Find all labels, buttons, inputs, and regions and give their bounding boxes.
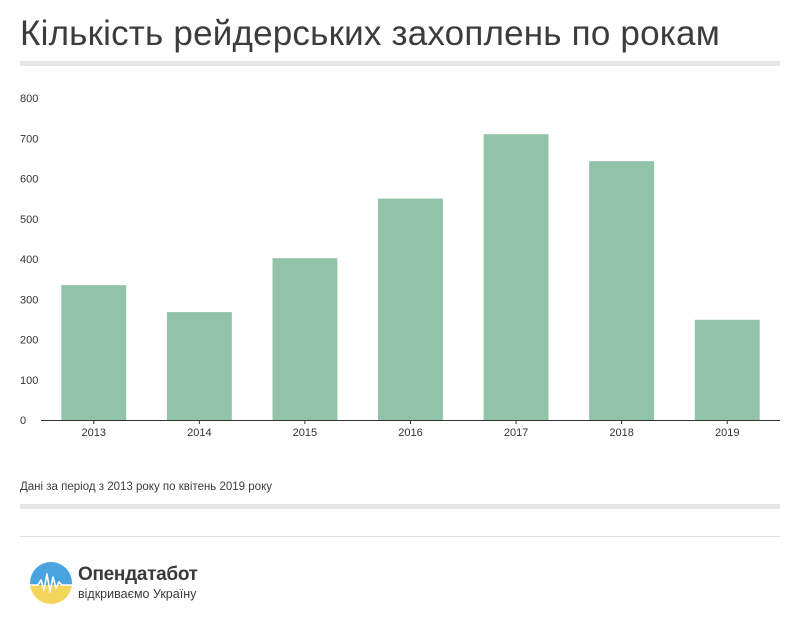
brand-name: Опендатабот xyxy=(78,564,198,585)
data-period-note: Дані за період з 2013 року по квітень 20… xyxy=(20,481,272,493)
y-tick-label: 400 xyxy=(20,254,38,266)
chart-title: Кількість рейдерських захоплень по рокам xyxy=(20,14,720,53)
bar-2016 xyxy=(378,198,443,420)
footer-thin-divider xyxy=(20,536,780,537)
bars-group xyxy=(61,134,760,420)
bar-2019 xyxy=(694,319,760,420)
y-tick-label: 800 xyxy=(20,93,38,105)
x-tick-label: 2017 xyxy=(504,427,528,439)
bar-2014 xyxy=(166,312,232,420)
y-tick-label: 100 xyxy=(20,375,38,387)
x-tick-label: 2015 xyxy=(293,427,317,439)
y-axis-ticks: 0 100 200 300 400 500 600 700 800 xyxy=(20,93,38,427)
y-tick-label: 500 xyxy=(20,214,38,226)
y-tick-label: 700 xyxy=(20,133,38,145)
footer-divider xyxy=(20,504,780,509)
y-tick-label: 0 xyxy=(20,415,26,427)
brand-tagline: відкриваємо Україну xyxy=(78,587,197,601)
opendatabot-logo[interactable]: Опендатабот відкриваємо Україну xyxy=(29,561,229,607)
x-tick-label: 2018 xyxy=(609,427,633,439)
x-tick-label: 2013 xyxy=(82,427,106,439)
opendatabot-logo-icon xyxy=(30,562,72,604)
x-tick-label: 2016 xyxy=(398,427,422,439)
bar-2017 xyxy=(483,134,549,420)
x-tick-label: 2014 xyxy=(187,427,211,439)
x-axis-ticks: 2013 2014 2015 2016 2017 2018 2019 xyxy=(82,420,739,439)
bar-2018 xyxy=(589,161,655,420)
x-tick-label: 2019 xyxy=(715,427,739,439)
y-tick-label: 600 xyxy=(20,174,38,186)
bar-2015 xyxy=(272,258,338,420)
y-tick-label: 300 xyxy=(20,294,38,306)
title-divider xyxy=(20,61,780,66)
bar-2013 xyxy=(61,285,127,420)
y-tick-label: 200 xyxy=(20,335,38,347)
